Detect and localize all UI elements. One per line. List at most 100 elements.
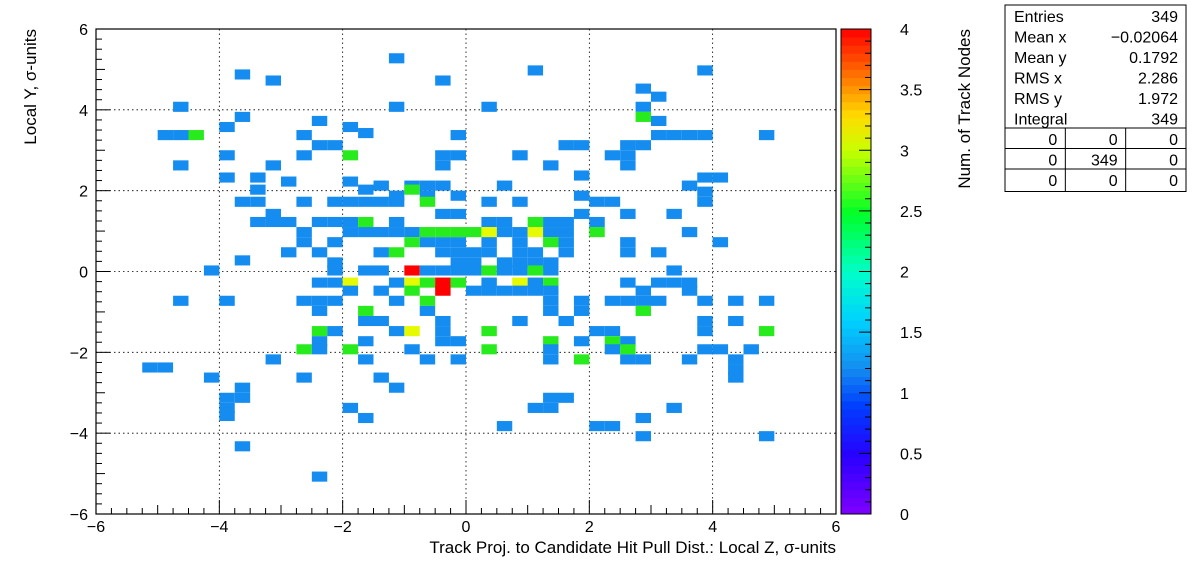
histogram-bin — [697, 295, 713, 306]
histogram-bin — [250, 216, 266, 228]
histogram-bin — [450, 227, 466, 238]
color-scale-segment — [841, 441, 871, 450]
histogram-bin — [666, 265, 682, 276]
y-tick-label: 4 — [79, 103, 88, 120]
histogram-bin — [620, 208, 636, 219]
histogram-bin — [404, 227, 420, 238]
histogram-bin — [435, 247, 451, 258]
stats-grid-cell: 0 — [1048, 173, 1057, 190]
histogram-bin — [543, 295, 559, 306]
histogram-bin — [620, 354, 636, 365]
histogram-bin — [404, 344, 420, 355]
histogram-bin — [589, 196, 605, 207]
color-scale-tick-label: 4 — [900, 22, 909, 39]
histogram-bin — [342, 402, 359, 413]
color-scale-title: Num. of Track Nodes — [955, 29, 974, 189]
color-scale-segment — [841, 37, 871, 46]
histogram-bin — [573, 208, 590, 219]
x-axis-title: Track Proj. to Candidate Hit Pull Dist.:… — [429, 538, 836, 557]
histogram-bin — [388, 326, 405, 337]
color-scale-segment — [841, 328, 871, 337]
histogram-bin — [435, 265, 451, 276]
histogram-bin — [620, 295, 636, 306]
color-scale-segment — [841, 198, 871, 208]
histogram-bin — [651, 130, 667, 141]
color-scale-segment — [841, 69, 871, 78]
histogram-bin — [234, 382, 251, 393]
histogram-bin — [234, 255, 251, 266]
histogram-bin — [388, 190, 405, 201]
color-scale-tick-label: 0.5 — [900, 446, 922, 463]
color-scale-segment — [841, 457, 871, 466]
histogram-bin — [373, 372, 389, 383]
histogram-bin — [203, 265, 220, 276]
histogram-bin — [589, 326, 605, 337]
histogram-bin — [543, 392, 559, 403]
color-scale-segment — [841, 206, 871, 216]
histogram-bin — [666, 130, 682, 141]
stats-box-frame — [1004, 4, 1187, 192]
color-scale-segment — [841, 433, 871, 442]
histogram-bin — [358, 305, 374, 316]
histogram-bin — [388, 295, 405, 306]
color-scale-segment — [841, 465, 871, 475]
color-scale-segment — [841, 408, 871, 418]
histogram-bin — [512, 277, 528, 288]
histogram-bin — [404, 237, 420, 248]
histogram-bin — [373, 196, 389, 207]
histogram-bin — [450, 277, 466, 288]
histogram-bin — [327, 216, 343, 228]
histogram-bin — [388, 216, 405, 228]
histogram-bins — [142, 53, 775, 482]
histogram-bin — [296, 237, 312, 248]
histogram-bin — [281, 247, 297, 258]
histogram-bin — [358, 216, 374, 228]
histogram-bin — [219, 410, 235, 422]
color-scale-segment — [841, 505, 871, 515]
histogram-bin — [527, 227, 544, 238]
histogram-bin — [697, 196, 713, 207]
y-axis-ticks: −6 −4 −2 0 2 4 6 — [70, 22, 110, 524]
histogram-bin — [435, 277, 451, 288]
histogram-bin — [404, 265, 420, 276]
color-scale-segment — [841, 425, 871, 434]
histogram-bin — [327, 237, 343, 248]
histogram-bin — [388, 277, 405, 288]
histogram-bin — [758, 326, 775, 337]
histogram-bin — [604, 295, 621, 306]
histogram-bin — [373, 180, 389, 191]
color-scale-ticks: 0 0.5 1 1.5 2 2.5 3 3.5 4 — [859, 22, 922, 524]
histogram-bin — [435, 237, 451, 248]
color-scale-segment — [841, 295, 871, 305]
histogram-bin — [620, 140, 636, 151]
histogram-bin — [311, 115, 328, 126]
histogram-bin — [388, 196, 405, 207]
histogram-bin — [573, 140, 590, 151]
histogram-bin — [234, 392, 251, 403]
histogram-bin — [234, 69, 251, 80]
histogram-bin — [342, 150, 359, 161]
histogram-bin — [219, 392, 235, 403]
histogram-bin — [173, 160, 189, 171]
histogram-bin — [620, 237, 636, 248]
histogram-bin — [620, 277, 636, 288]
histogram-bin — [327, 295, 343, 306]
histogram-bin — [558, 140, 574, 151]
histogram-bin — [342, 344, 359, 355]
histogram-bin — [327, 326, 343, 337]
y-tick-label: −6 — [70, 507, 88, 524]
histogram-bin — [481, 326, 497, 337]
histogram-bin — [512, 257, 528, 268]
histogram-bin — [543, 305, 559, 316]
histogram-bin — [265, 208, 281, 219]
histogram-bin — [234, 111, 251, 122]
stats-label: Mean y — [1014, 50, 1066, 67]
histogram-bin — [450, 130, 466, 141]
histogram-bin — [296, 372, 312, 383]
histogram-bin — [496, 227, 513, 238]
stats-label: Entries — [1014, 9, 1064, 26]
histogram-bin — [358, 315, 374, 327]
histogram-bin — [435, 315, 451, 327]
color-scale-segment — [841, 158, 871, 167]
